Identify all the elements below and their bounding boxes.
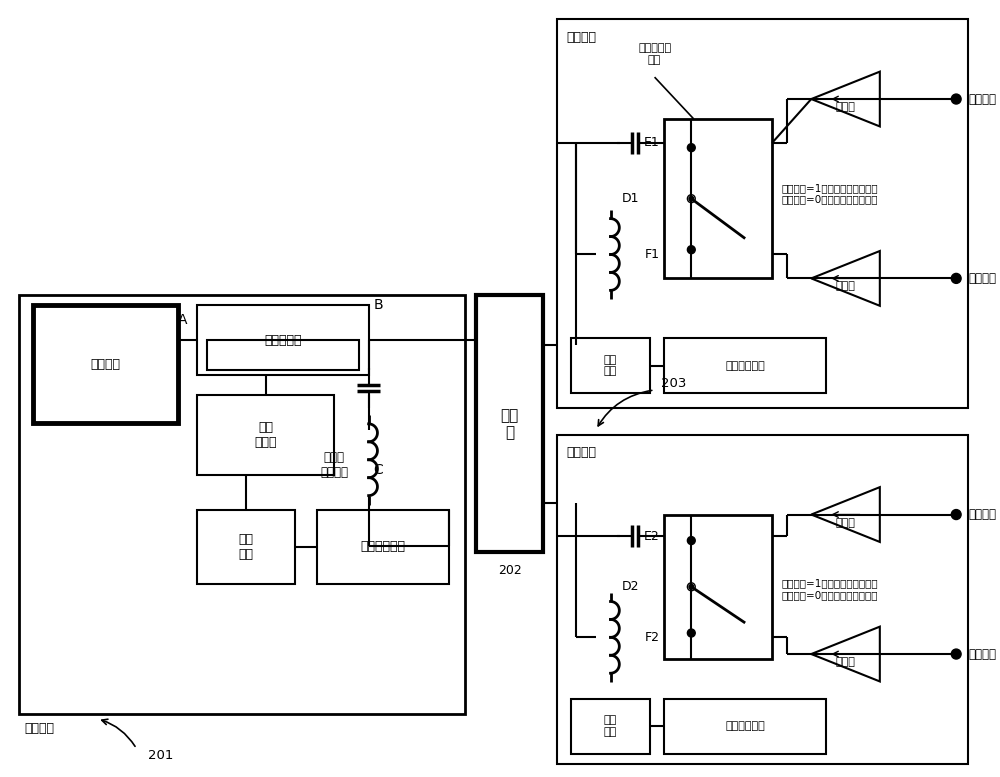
- Bar: [571, 699, 650, 754]
- Text: 控制信号=1，切换到下行信号；
控制信号=0，切换到上行信号；: 控制信号=1，切换到下行信号； 控制信号=0，切换到上行信号；: [782, 183, 879, 204]
- Text: 201: 201: [148, 749, 174, 762]
- Text: 放大器: 放大器: [836, 281, 855, 291]
- Bar: [197, 305, 369, 375]
- Bar: [33, 305, 178, 423]
- Bar: [207, 340, 359, 370]
- Circle shape: [687, 537, 695, 545]
- Text: 时延调整单元: 时延调整单元: [725, 721, 765, 731]
- Circle shape: [951, 510, 961, 520]
- Text: 203: 203: [661, 377, 687, 389]
- Text: 射频单元: 射频单元: [24, 723, 54, 735]
- Text: 下行信号: 下行信号: [968, 92, 996, 106]
- Bar: [19, 295, 465, 714]
- Circle shape: [951, 94, 961, 104]
- Bar: [664, 119, 772, 278]
- Text: 逻辑
电路: 逻辑 电路: [604, 716, 617, 737]
- Bar: [557, 19, 968, 408]
- Text: 控制信号=1，切换到下行信号；
控制信号=0，切换到上行信号；: 控制信号=1，切换到下行信号； 控制信号=0，切换到上行信号；: [782, 579, 879, 600]
- Text: 放大器: 放大器: [836, 102, 855, 112]
- Text: F1: F1: [644, 248, 659, 261]
- Text: 功率
检测器: 功率 检测器: [255, 421, 277, 449]
- Text: 定向耦合器: 定向耦合器: [264, 333, 302, 347]
- Text: E2: E2: [644, 530, 659, 542]
- Text: C: C: [374, 463, 383, 477]
- Bar: [317, 510, 449, 584]
- Bar: [476, 295, 543, 552]
- Circle shape: [689, 197, 694, 201]
- Circle shape: [689, 584, 694, 589]
- Text: 放大器: 放大器: [836, 517, 855, 528]
- Bar: [664, 699, 826, 754]
- Circle shape: [687, 246, 695, 253]
- Text: B: B: [374, 298, 383, 312]
- Bar: [664, 338, 826, 393]
- Text: 射频电路: 射频电路: [90, 357, 120, 371]
- Text: 下行信号: 下行信号: [968, 508, 996, 521]
- Circle shape: [687, 629, 695, 637]
- Bar: [664, 514, 772, 659]
- Bar: [571, 338, 650, 393]
- Text: 时延调整单元: 时延调整单元: [725, 361, 765, 371]
- Text: 202: 202: [498, 564, 522, 577]
- Bar: [557, 435, 968, 764]
- Text: 逻辑
电路: 逻辑 电路: [239, 533, 254, 561]
- Circle shape: [687, 144, 695, 152]
- Text: 上行信号: 上行信号: [968, 272, 996, 285]
- Text: 功分
器: 功分 器: [501, 408, 519, 440]
- Text: 时延调整单元: 时延调整单元: [360, 541, 405, 553]
- Text: A: A: [178, 313, 187, 327]
- Text: F2: F2: [644, 631, 659, 644]
- Text: 上下行
控制信号: 上下行 控制信号: [320, 451, 348, 479]
- Text: 逻辑
电路: 逻辑 电路: [604, 355, 617, 376]
- Text: 上行信号: 上行信号: [968, 647, 996, 660]
- Text: 放大单元: 放大单元: [566, 446, 596, 459]
- Circle shape: [951, 274, 961, 284]
- Circle shape: [951, 649, 961, 659]
- Text: D2: D2: [621, 580, 639, 594]
- Text: E1: E1: [644, 137, 659, 149]
- Text: D1: D1: [621, 192, 639, 205]
- Text: 放大单元: 放大单元: [566, 31, 596, 44]
- Bar: [197, 395, 334, 475]
- Bar: [197, 510, 295, 584]
- Text: 放大器: 放大器: [836, 657, 855, 667]
- Text: 上下行收发
开关: 上下行收发 开关: [638, 44, 671, 65]
